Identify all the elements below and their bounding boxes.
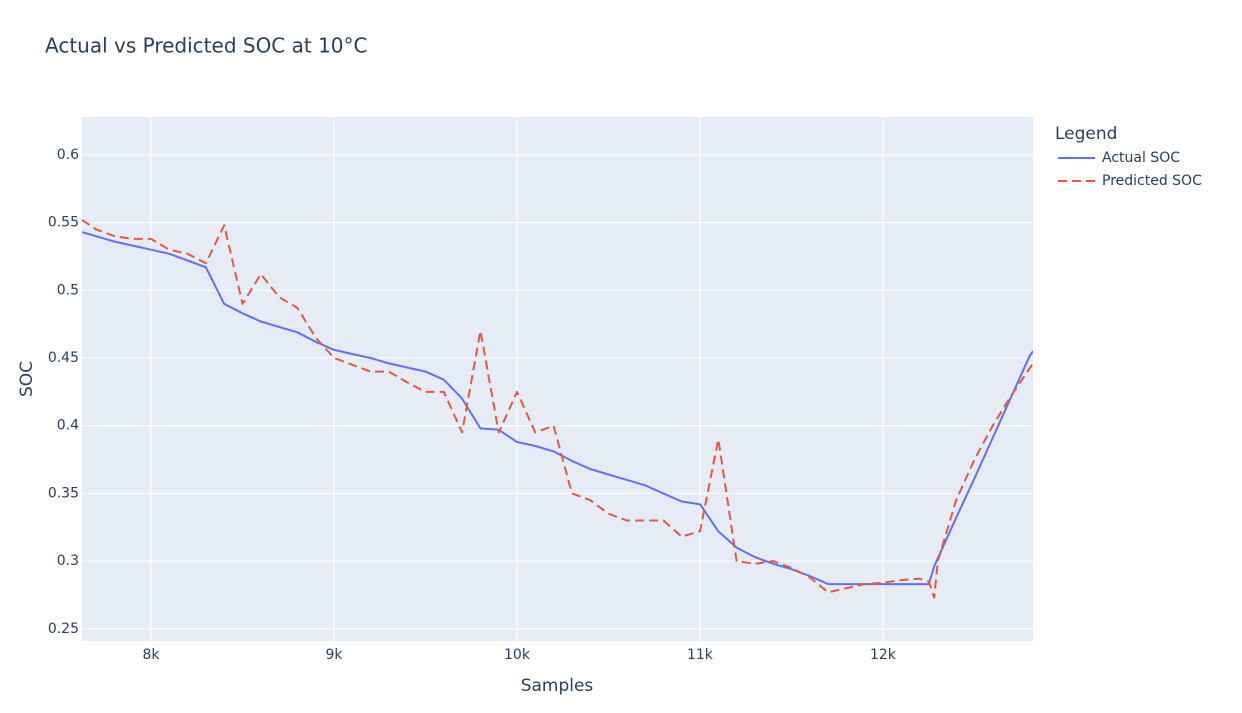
y-tick-label: 0.5 — [57, 282, 79, 298]
y-tick-label: 0.3 — [57, 553, 79, 569]
series-line — [82, 231, 1033, 586]
series-line — [82, 219, 1033, 599]
legend-label: Predicted SOC — [1102, 173, 1202, 189]
x-tick-label: 11k — [687, 647, 714, 663]
y-tick-label: 0.6 — [57, 147, 79, 163]
lines — [82, 219, 1033, 599]
legend-label: Actual SOC — [1102, 150, 1180, 166]
y-tick-label: 0.55 — [48, 215, 79, 231]
x-axis-title: Samples — [521, 676, 594, 696]
y-tick-label: 0.45 — [48, 350, 79, 366]
y-tick-label: 0.25 — [48, 621, 79, 637]
legend-title: Legend — [1055, 124, 1117, 144]
x-tick-label: 8k — [142, 647, 160, 663]
y-axis-title: SOC — [17, 361, 37, 397]
grid — [82, 117, 1033, 641]
y-tick-label: 0.35 — [48, 485, 79, 501]
y-tick-label: 0.4 — [57, 418, 79, 434]
x-tick-label: 10k — [504, 647, 531, 663]
x-tick-label: 9k — [325, 647, 343, 663]
plot-area — [82, 117, 1033, 641]
legend: Actual SOC Predicted SOC — [1058, 150, 1202, 189]
chart-title: Actual vs Predicted SOC at 10°C — [45, 34, 368, 58]
x-tick-label: 12k — [870, 647, 897, 663]
